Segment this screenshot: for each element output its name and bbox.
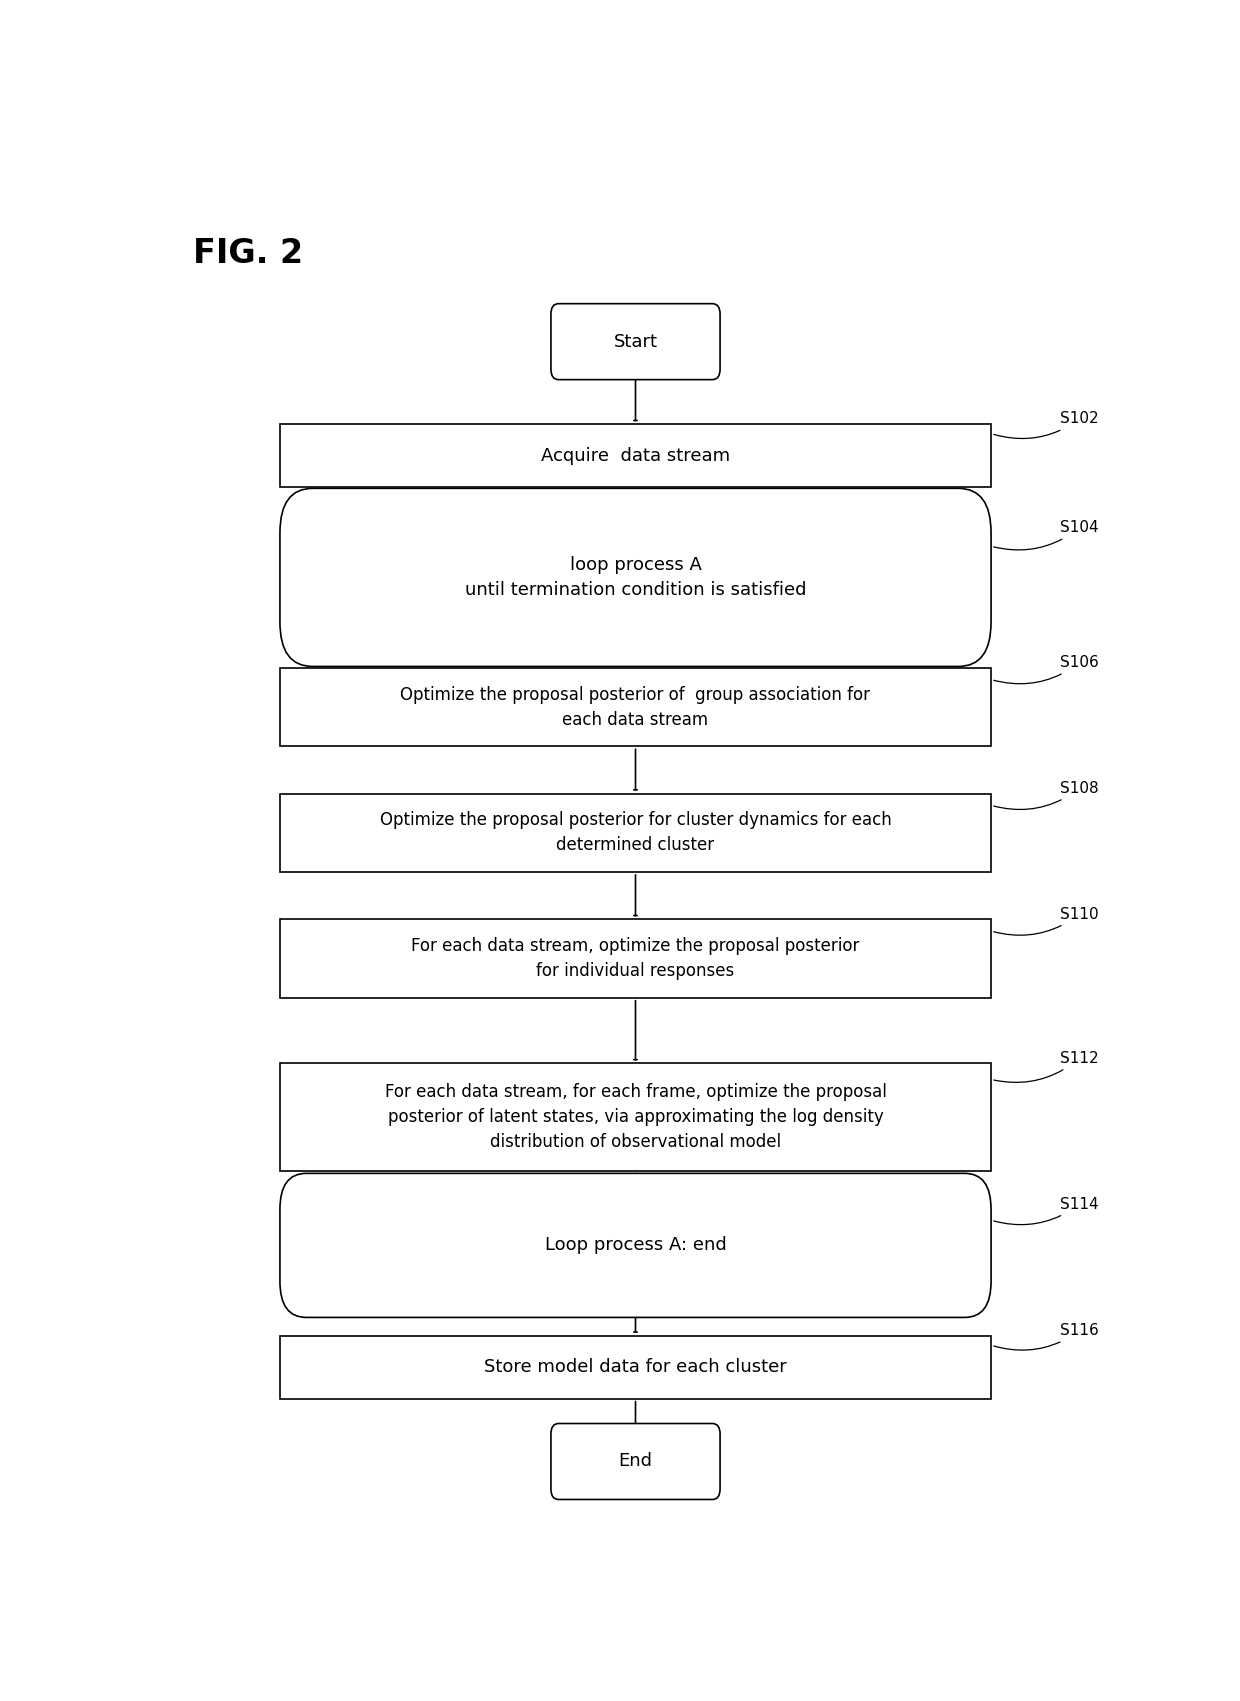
Text: Start: Start [614,333,657,350]
Text: S104: S104 [993,521,1099,549]
Text: FIG. 2: FIG. 2 [193,236,304,270]
FancyBboxPatch shape [551,304,720,379]
Text: End: End [619,1453,652,1470]
Text: loop process A
until termination condition is satisfied: loop process A until termination conditi… [465,556,806,599]
Text: Optimize the proposal posterior of  group association for
each data stream: Optimize the proposal posterior of group… [401,686,870,728]
FancyBboxPatch shape [551,1424,720,1500]
Text: S116: S116 [993,1323,1099,1351]
FancyBboxPatch shape [280,793,991,873]
Text: For each data stream, optimize the proposal posterior
for individual responses: For each data stream, optimize the propo… [412,937,859,980]
FancyBboxPatch shape [280,1174,991,1317]
Text: S110: S110 [993,907,1099,936]
FancyBboxPatch shape [280,488,991,667]
Text: Acquire  data stream: Acquire data stream [541,447,730,464]
Text: Loop process A: end: Loop process A: end [544,1237,727,1254]
Text: Optimize the proposal posterior for cluster dynamics for each
determined cluster: Optimize the proposal posterior for clus… [379,811,892,854]
Text: S114: S114 [993,1196,1099,1225]
Text: S106: S106 [993,655,1099,684]
FancyBboxPatch shape [280,668,991,747]
FancyBboxPatch shape [280,424,991,486]
FancyBboxPatch shape [280,1063,991,1170]
Text: For each data stream, for each frame, optimize the proposal
posterior of latent : For each data stream, for each frame, op… [384,1084,887,1152]
Text: S108: S108 [993,781,1099,810]
Text: S102: S102 [993,412,1099,439]
Text: Store model data for each cluster: Store model data for each cluster [484,1357,787,1376]
Text: S112: S112 [993,1051,1099,1082]
FancyBboxPatch shape [280,1335,991,1398]
FancyBboxPatch shape [280,919,991,998]
